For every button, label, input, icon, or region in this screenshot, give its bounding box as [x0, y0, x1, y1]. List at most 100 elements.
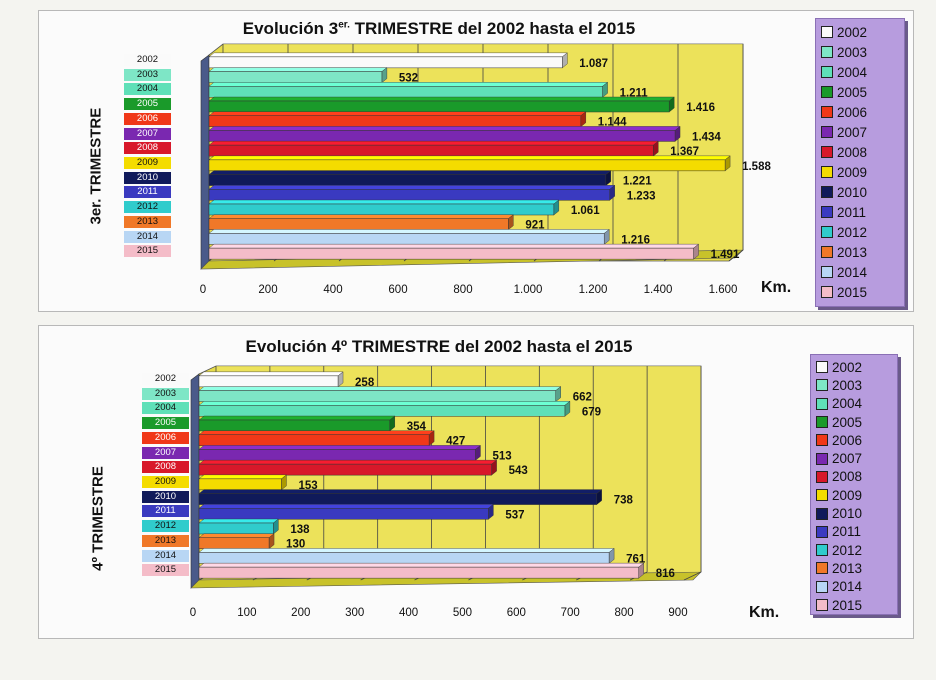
bar-2003 — [208, 67, 388, 83]
legend-label: 2012 — [837, 224, 868, 240]
x-tick-label: 900 — [668, 607, 687, 619]
bar-2009 — [208, 155, 731, 172]
legend-swatch — [816, 434, 828, 447]
legend-item: 2007 — [816, 122, 904, 142]
category-label: 2008 — [124, 142, 171, 155]
bar-2004 — [208, 81, 609, 98]
bar-2010 — [208, 170, 612, 186]
legend-label: 2002 — [837, 24, 868, 40]
data-label: 1.061 — [571, 205, 600, 217]
category-label: 2012 — [142, 520, 189, 533]
data-label: 513 — [492, 450, 511, 462]
legend-swatch — [821, 106, 833, 118]
category-label: 2002 — [124, 54, 171, 66]
category-label: 2003 — [124, 68, 171, 81]
legend-swatch — [816, 470, 828, 483]
category-label: 2011 — [142, 505, 189, 518]
bar-2007 — [198, 445, 482, 461]
bar-2006 — [198, 430, 435, 447]
data-label: 1.367 — [670, 146, 699, 158]
legend-item: 2012 — [811, 541, 897, 559]
bar-2013 — [198, 533, 275, 550]
legend-item: 2010 — [811, 504, 897, 522]
legend-swatch — [816, 580, 828, 593]
category-label: 2012 — [124, 201, 171, 214]
data-label: 662 — [573, 392, 592, 404]
legend-swatch — [816, 452, 828, 465]
x-tick-label: 1.400 — [644, 284, 673, 296]
plot-side-wall — [190, 373, 200, 589]
legend-item: 2004 — [811, 395, 897, 413]
legend-swatch — [821, 226, 833, 238]
legend-item: 2003 — [811, 376, 897, 394]
category-label: 2004 — [124, 83, 171, 96]
legend-label: 2004 — [837, 64, 868, 80]
legend-item: 2003 — [816, 42, 904, 62]
legend-swatch — [816, 361, 828, 374]
unit-label: Km. — [749, 604, 780, 621]
legend-label: 2007 — [832, 451, 863, 467]
legend-label: 2013 — [832, 560, 863, 576]
legend-swatch — [816, 416, 828, 429]
legend-swatch — [816, 397, 828, 410]
legend-swatch — [821, 26, 833, 38]
legend-label: 2005 — [832, 414, 863, 430]
category-label: 2006 — [124, 112, 171, 125]
data-label: 532 — [399, 73, 418, 85]
data-label: 1.087 — [579, 58, 608, 70]
x-tick-label: 300 — [345, 607, 364, 619]
legend-item: 2008 — [811, 468, 897, 486]
data-label: 738 — [614, 495, 634, 507]
legend-label: 2007 — [837, 124, 868, 140]
legend: 2002 2003 2004 2005 2006 2007 2008 2009 2010 2011… — [815, 18, 905, 307]
legend-swatch — [821, 186, 833, 198]
legend-label: 2013 — [837, 244, 868, 260]
legend-item: 2010 — [816, 182, 904, 202]
category-label: 2005 — [142, 417, 189, 430]
bar-2012 — [208, 199, 560, 216]
legend-swatch — [821, 246, 833, 258]
data-label: 543 — [509, 465, 528, 477]
x-tick-label: 600 — [507, 607, 526, 619]
legend-label: 2010 — [832, 506, 863, 522]
legend-swatch — [816, 562, 828, 575]
x-tick-label: 200 — [291, 607, 310, 619]
plot-side-wall — [200, 54, 210, 270]
category-label: 2010 — [142, 490, 189, 503]
legend-item: 2011 — [816, 202, 904, 222]
legend-item: 2004 — [816, 62, 904, 82]
category-label: 2006 — [142, 431, 189, 444]
x-tick-label: 1.600 — [709, 284, 738, 296]
data-label: 1.416 — [686, 102, 715, 114]
category-label: 2014 — [142, 549, 189, 562]
data-label: 1.491 — [711, 249, 740, 261]
data-label: 816 — [656, 568, 675, 580]
data-label: 1.144 — [598, 117, 627, 129]
legend-item: 2014 — [816, 262, 904, 282]
legend-label: 2009 — [832, 487, 863, 503]
legend-item: 2002 — [811, 358, 897, 376]
x-tick-label: 800 — [615, 607, 634, 619]
data-label: 138 — [290, 524, 310, 536]
data-label: 354 — [407, 421, 427, 433]
legend-label: 2005 — [837, 84, 868, 100]
legend-item: 2007 — [811, 449, 897, 467]
legend-swatch — [816, 379, 828, 392]
data-label: 921 — [525, 220, 545, 232]
legend-swatch — [821, 126, 833, 138]
legend: 2002 2003 2004 2005 2006 2007 2008 2009 2010 2011… — [810, 354, 898, 615]
legend-label: 2009 — [837, 164, 868, 180]
data-label: 153 — [298, 480, 317, 492]
legend-item: 2013 — [811, 559, 897, 577]
bar-2005 — [198, 415, 396, 432]
bar-2006 — [208, 111, 587, 128]
y-axis-label: 4º TRIMESTRE — [89, 466, 107, 571]
legend-label: 2008 — [837, 144, 868, 160]
bar-2013 — [208, 214, 514, 231]
unit-label: Km. — [761, 279, 792, 296]
legend-item: 2006 — [811, 431, 897, 449]
legend-label: 2015 — [837, 284, 868, 300]
legend-item: 2012 — [816, 222, 904, 242]
category-label: 2003 — [142, 387, 189, 400]
x-tick-label: 0 — [200, 284, 206, 296]
